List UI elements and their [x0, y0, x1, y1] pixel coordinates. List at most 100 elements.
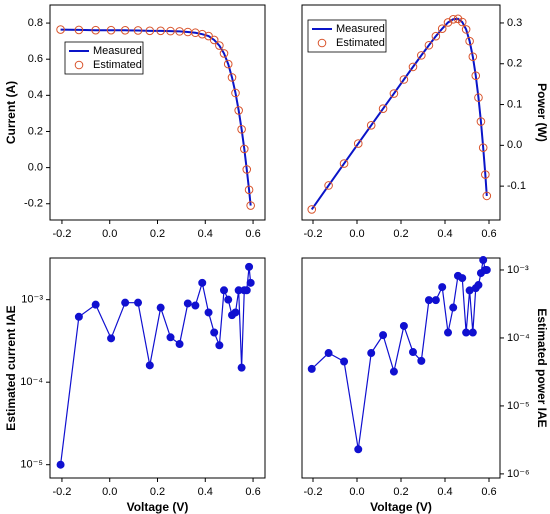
data-point	[121, 298, 130, 307]
x-axis-title: Voltage (V)	[127, 500, 189, 514]
x-tick-label: 0.6	[245, 486, 260, 498]
data-point	[209, 35, 219, 45]
y-tick-label: 10⁻³	[21, 294, 43, 306]
x-tick-label: 0.4	[198, 486, 213, 498]
x-tick-label: 0.6	[481, 228, 496, 240]
data-point	[183, 299, 192, 308]
data-point	[191, 301, 200, 310]
x-tick-label: 0.4	[198, 228, 213, 240]
legend-label: Estimated	[93, 59, 142, 71]
data-point	[244, 185, 254, 195]
data-point	[324, 349, 333, 358]
data-point	[458, 274, 467, 283]
data-point	[340, 357, 349, 366]
x-tick-label: 0.0	[102, 228, 117, 240]
data-point	[56, 25, 65, 34]
y-tick-label: 10⁻³	[507, 264, 529, 276]
x-tick-label: -0.2	[52, 486, 71, 498]
x-tick-label: 0.6	[245, 228, 260, 240]
y-tick-label: 10⁻⁵	[20, 459, 43, 471]
y-tick-label: 0.3	[507, 17, 522, 29]
data-point	[156, 26, 165, 36]
data-point	[366, 121, 376, 130]
data-point	[307, 205, 317, 214]
y-tick-label: 0.2	[28, 125, 43, 137]
y-tick-label: 10⁻⁶	[507, 468, 530, 480]
data-point	[453, 14, 463, 24]
data-point	[461, 25, 471, 34]
data-point	[457, 17, 467, 27]
data-point	[437, 24, 447, 33]
data-point	[156, 303, 165, 312]
data-point	[408, 348, 417, 357]
data-point	[431, 296, 440, 305]
data-point	[239, 144, 249, 154]
x-tick-label: -0.2	[304, 486, 323, 498]
y-tick-label: 0.0	[507, 139, 522, 151]
data-point	[482, 265, 491, 274]
y-axis-title: Estimated current IAE	[4, 305, 18, 430]
data-point	[198, 278, 207, 287]
data-point	[462, 328, 471, 337]
data-point	[408, 62, 418, 72]
data-point	[219, 49, 229, 58]
y-tick-label: 0.6	[28, 53, 43, 65]
data-point	[133, 26, 143, 35]
y-axis-title: Power (W)	[535, 83, 549, 142]
data-point	[175, 340, 184, 349]
legend-swatch	[74, 60, 84, 70]
data-point	[444, 328, 453, 337]
data-point	[417, 356, 426, 365]
data-point	[210, 328, 219, 337]
plot-frame	[49, 4, 266, 221]
x-tick-label: 0.2	[393, 486, 408, 498]
data-point	[145, 26, 155, 36]
data-point	[175, 27, 184, 36]
x-tick-label: 0.2	[150, 486, 165, 498]
data-point	[389, 367, 398, 376]
data-point	[431, 31, 441, 41]
legend-label: Measured	[93, 45, 142, 57]
y-tick-label: 10⁻⁴	[20, 376, 43, 388]
plot-frame	[49, 257, 266, 479]
data-point	[481, 170, 490, 179]
data-point	[231, 88, 240, 98]
data-point	[417, 51, 426, 60]
data-point	[353, 139, 363, 148]
y-tick-label: 0.4	[28, 89, 43, 101]
x-tick-label: 0.6	[481, 486, 496, 498]
data-point	[237, 125, 246, 134]
data-point	[367, 349, 376, 358]
data-point	[91, 300, 100, 309]
data-point	[145, 361, 154, 370]
data-point	[246, 201, 255, 210]
data-point	[476, 117, 486, 126]
data-point	[56, 460, 65, 469]
data-point	[166, 26, 175, 36]
data-point	[354, 445, 363, 454]
data-point	[234, 106, 243, 115]
y-axis-title: Current (A)	[4, 81, 18, 144]
data-point	[478, 143, 488, 152]
y-tick-label: 10⁻⁵	[507, 400, 530, 412]
data-point	[215, 341, 224, 350]
data-point	[474, 281, 483, 290]
data-point	[379, 331, 388, 340]
y-axis-title: Estimated power IAE	[535, 308, 549, 427]
data-point	[74, 312, 83, 321]
data-point	[474, 93, 483, 102]
data-point	[246, 278, 255, 287]
data-point	[191, 28, 200, 38]
data-point	[438, 283, 447, 292]
data-point	[197, 29, 207, 39]
x-tick-label: -0.2	[304, 228, 323, 240]
data-point	[231, 308, 240, 317]
data-point	[324, 181, 333, 190]
data-point	[134, 298, 143, 307]
data-point	[166, 333, 175, 342]
data-point	[448, 14, 458, 24]
data-point	[378, 104, 388, 113]
data-point	[465, 36, 474, 46]
x-tick-label: 0.0	[102, 486, 117, 498]
